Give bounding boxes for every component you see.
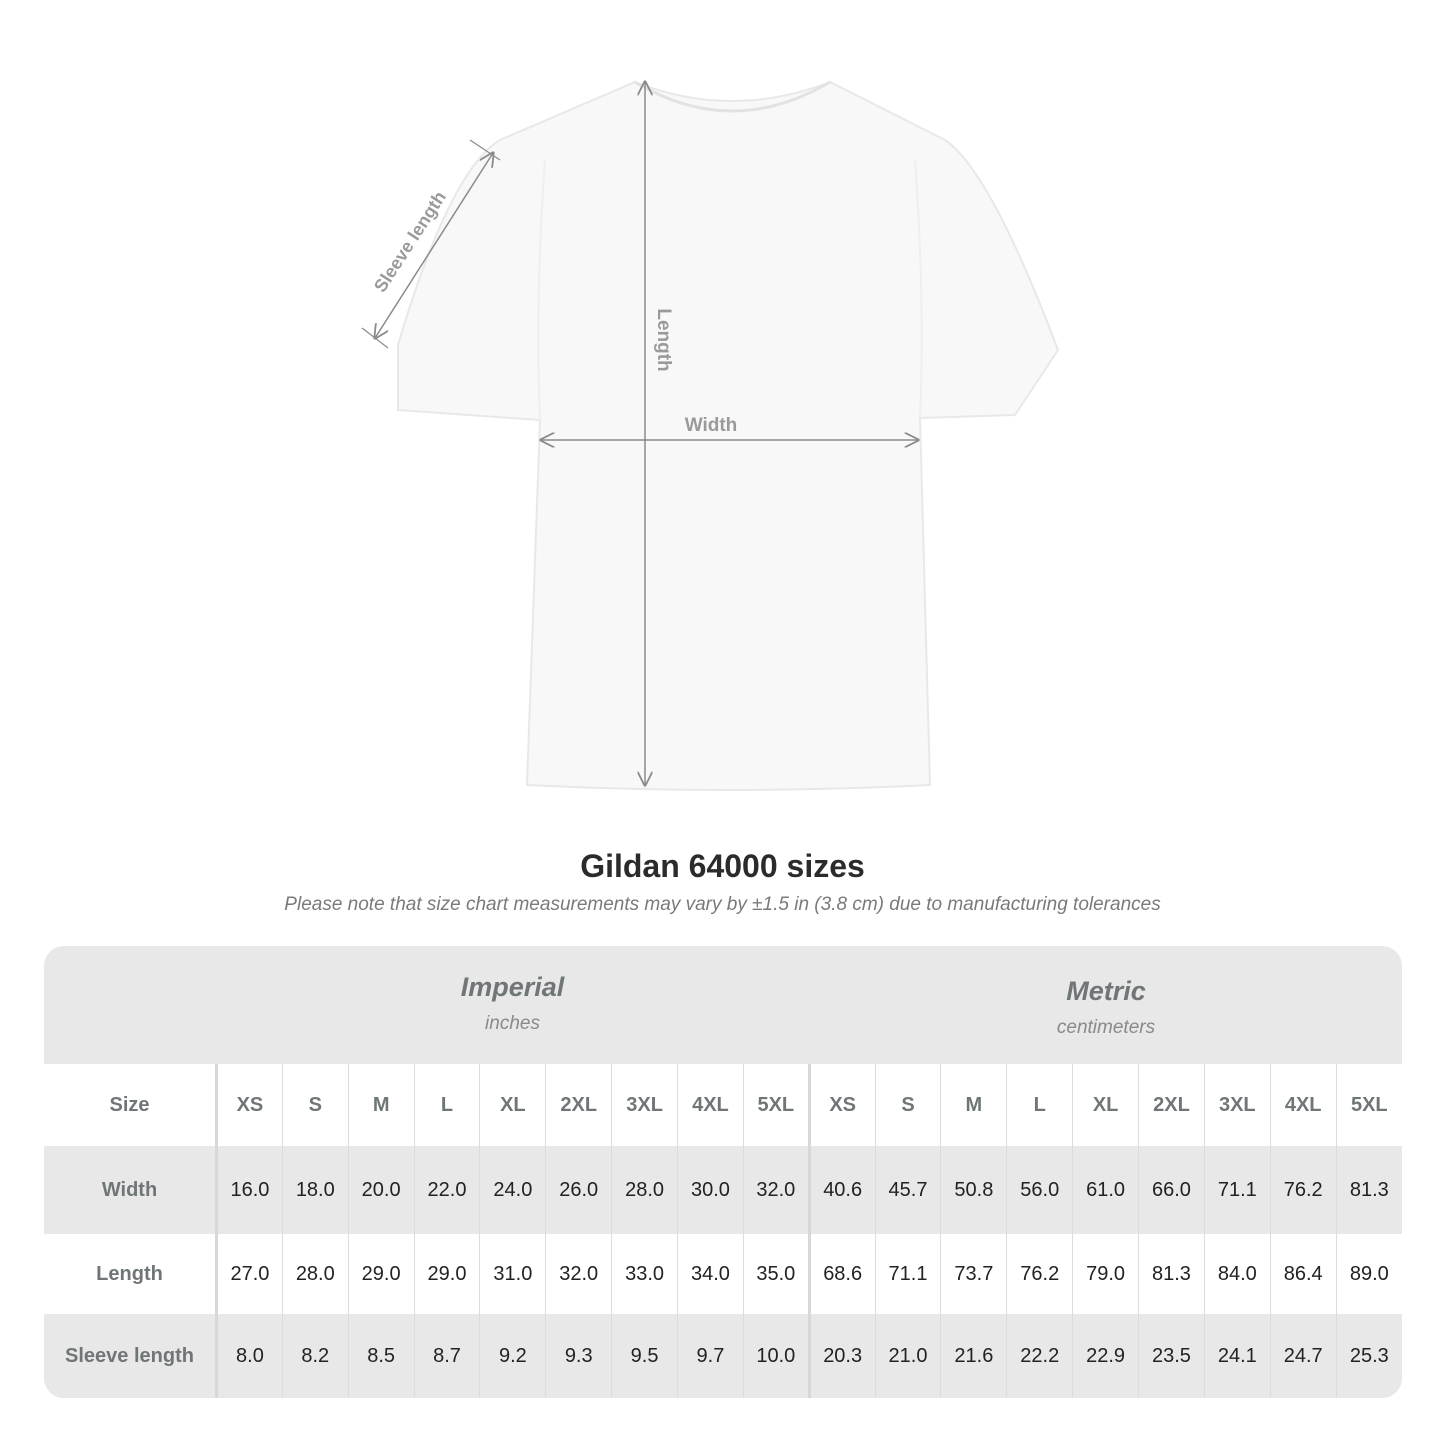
imperial-value: 8.7 xyxy=(413,1314,480,1398)
imperial-value: 9.2 xyxy=(479,1314,546,1398)
page-title: Gildan 64000 sizes xyxy=(580,848,865,884)
metric-size-s: S xyxy=(874,1064,941,1146)
metric-size-3xl: 3XL xyxy=(1203,1064,1271,1146)
size-grid: Size XS S M L XL 2XL 3XL 4XL 5XL XS S M L XL 2XL 3XL 4XL 5… xyxy=(44,1064,1402,1398)
imperial-size-s: S xyxy=(281,1064,349,1146)
imperial-value: 32.0 xyxy=(742,1146,811,1234)
tolerance-note: Please note that size chart measurements… xyxy=(284,894,1161,915)
imperial-value: 10.0 xyxy=(742,1314,811,1398)
metric-value: 81.3 xyxy=(1335,1146,1402,1234)
metric-value: 23.5 xyxy=(1138,1314,1205,1398)
table-row: Width 16.0 18.0 20.0 22.0 24.0 26.0 28.0 30.0 32.… xyxy=(44,1146,1402,1234)
imperial-value: 18.0 xyxy=(281,1146,349,1234)
imperial-value: 29.0 xyxy=(347,1234,415,1314)
metric-value: 25.3 xyxy=(1335,1314,1402,1398)
metric-value: 71.1 xyxy=(874,1234,941,1314)
width-label: Width xyxy=(685,415,738,436)
imperial-value: 35.0 xyxy=(742,1234,811,1314)
imperial-value: 24.0 xyxy=(479,1146,546,1234)
imperial-value: 27.0 xyxy=(216,1234,283,1314)
row-label: Width xyxy=(44,1146,218,1234)
metric-value: 61.0 xyxy=(1072,1146,1139,1234)
imperial-value: 8.2 xyxy=(281,1314,349,1398)
metric-header: Metric centimeters xyxy=(810,946,1402,1064)
imperial-value: 8.0 xyxy=(216,1314,283,1398)
imperial-size-xs: XS xyxy=(216,1064,283,1146)
metric-value: 21.0 xyxy=(874,1314,941,1398)
row-label: Length xyxy=(44,1234,218,1314)
imperial-value: 9.3 xyxy=(545,1314,612,1398)
metric-value: 20.3 xyxy=(808,1314,876,1398)
table-row: Sleeve length 8.0 8.2 8.5 8.7 9.2 9.3 9.5 9.7 10.… xyxy=(44,1314,1402,1398)
metric-value: 56.0 xyxy=(1006,1146,1073,1234)
table-row: Length 27.0 28.0 29.0 29.0 31.0 32.0 33.0 34.0 35… xyxy=(44,1234,1402,1314)
imperial-value: 28.0 xyxy=(281,1234,349,1314)
tshirt-diagram: Length Width Sleeve length xyxy=(361,0,1060,791)
imperial-value: 26.0 xyxy=(545,1146,612,1234)
imperial-value: 16.0 xyxy=(216,1146,283,1234)
metric-value: 76.2 xyxy=(1006,1234,1073,1314)
metric-value: 24.7 xyxy=(1269,1314,1337,1398)
metric-value: 81.3 xyxy=(1138,1234,1205,1314)
imperial-value: 29.0 xyxy=(413,1234,480,1314)
metric-value: 22.9 xyxy=(1072,1314,1139,1398)
metric-value: 79.0 xyxy=(1072,1234,1139,1314)
metric-size-5xl: 5XL xyxy=(1335,1064,1402,1146)
metric-value: 40.6 xyxy=(808,1146,876,1234)
imperial-size-5xl: 5XL xyxy=(742,1064,811,1146)
metric-size-l: L xyxy=(1006,1064,1073,1146)
imperial-unit: inches xyxy=(485,1013,540,1034)
imperial-value: 30.0 xyxy=(677,1146,744,1234)
metric-value: 21.6 xyxy=(940,1314,1007,1398)
metric-value: 86.4 xyxy=(1269,1234,1337,1314)
imperial-value: 34.0 xyxy=(677,1234,744,1314)
sleeve-arrow xyxy=(375,153,493,338)
metric-value: 22.2 xyxy=(1006,1314,1073,1398)
size-header-row: Size XS S M L XL 2XL 3XL 4XL 5XL XS S M L XL 2XL 3XL 4XL 5… xyxy=(44,1064,1402,1146)
metric-title: Metric xyxy=(1066,976,1146,1006)
imperial-header: Imperial inches xyxy=(215,946,810,1064)
metric-size-xl: XL xyxy=(1072,1064,1139,1146)
metric-size-4xl: 4XL xyxy=(1269,1064,1337,1146)
imperial-value: 8.5 xyxy=(347,1314,415,1398)
metric-size-xs: XS xyxy=(808,1064,876,1146)
imperial-value: 32.0 xyxy=(545,1234,612,1314)
imperial-size-2xl: 2XL xyxy=(545,1064,612,1146)
metric-size-2xl: 2XL xyxy=(1138,1064,1205,1146)
imperial-size-4xl: 4XL xyxy=(677,1064,744,1146)
imperial-value: 9.5 xyxy=(611,1314,678,1398)
length-label: Length xyxy=(653,308,674,371)
imperial-title: Imperial xyxy=(460,972,565,1002)
metric-value: 71.1 xyxy=(1203,1146,1271,1234)
metric-value: 76.2 xyxy=(1269,1146,1337,1234)
imperial-value: 20.0 xyxy=(347,1146,415,1234)
metric-size-m: M xyxy=(940,1064,1007,1146)
metric-value: 24.1 xyxy=(1203,1314,1271,1398)
size-label: Size xyxy=(44,1064,218,1146)
metric-unit: centimeters xyxy=(1056,1017,1156,1038)
size-table: Imperial inches Metric centimeters Size X… xyxy=(44,946,1402,1398)
metric-value: 66.0 xyxy=(1138,1146,1205,1234)
row-label: Sleeve length xyxy=(44,1314,218,1398)
metric-value: 68.6 xyxy=(808,1234,876,1314)
imperial-value: 9.7 xyxy=(677,1314,744,1398)
imperial-size-m: M xyxy=(347,1064,415,1146)
imperial-value: 28.0 xyxy=(611,1146,678,1234)
tshirt-shape xyxy=(397,80,1060,791)
metric-value: 45.7 xyxy=(874,1146,941,1234)
metric-value: 84.0 xyxy=(1203,1234,1271,1314)
imperial-value: 22.0 xyxy=(413,1146,480,1234)
imperial-size-3xl: 3XL xyxy=(611,1064,678,1146)
metric-value: 50.8 xyxy=(940,1146,1007,1234)
imperial-value: 33.0 xyxy=(611,1234,678,1314)
metric-value: 73.7 xyxy=(940,1234,1007,1314)
imperial-value: 31.0 xyxy=(479,1234,546,1314)
imperial-size-xl: XL xyxy=(479,1064,546,1146)
imperial-size-l: L xyxy=(413,1064,480,1146)
metric-value: 89.0 xyxy=(1335,1234,1402,1314)
